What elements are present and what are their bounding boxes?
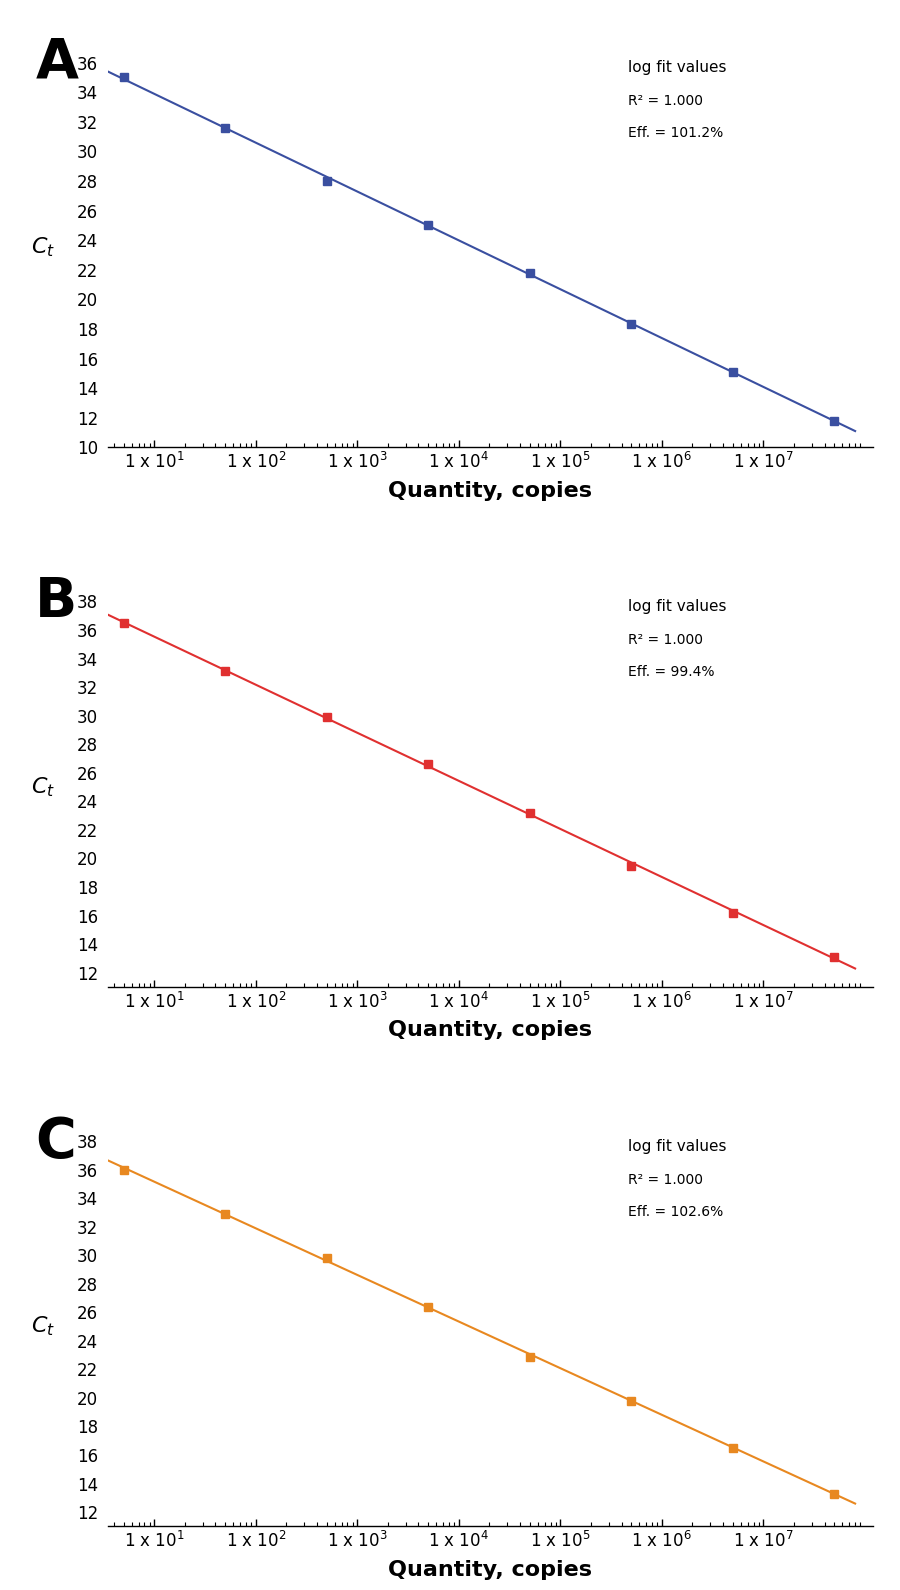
X-axis label: Quantity, copies: Quantity, copies <box>389 1560 592 1580</box>
Text: Eff. = 102.6%: Eff. = 102.6% <box>628 1205 724 1218</box>
Text: $C_t$: $C_t$ <box>31 776 55 798</box>
Text: R² = 1.000: R² = 1.000 <box>628 94 703 108</box>
Text: log fit values: log fit values <box>628 599 726 614</box>
Text: log fit values: log fit values <box>628 60 726 75</box>
Text: Eff. = 101.2%: Eff. = 101.2% <box>628 126 724 140</box>
Text: R² = 1.000: R² = 1.000 <box>628 633 703 647</box>
Text: C: C <box>35 1115 76 1169</box>
X-axis label: Quantity, copies: Quantity, copies <box>389 1021 592 1040</box>
Text: A: A <box>35 35 78 89</box>
Text: R² = 1.000: R² = 1.000 <box>628 1173 703 1186</box>
Text: B: B <box>35 576 77 630</box>
X-axis label: Quantity, copies: Quantity, copies <box>389 480 592 501</box>
Text: $C_t$: $C_t$ <box>31 1315 55 1339</box>
Text: $C_t$: $C_t$ <box>31 235 55 259</box>
Text: Eff. = 99.4%: Eff. = 99.4% <box>628 665 715 679</box>
Text: log fit values: log fit values <box>628 1138 726 1154</box>
